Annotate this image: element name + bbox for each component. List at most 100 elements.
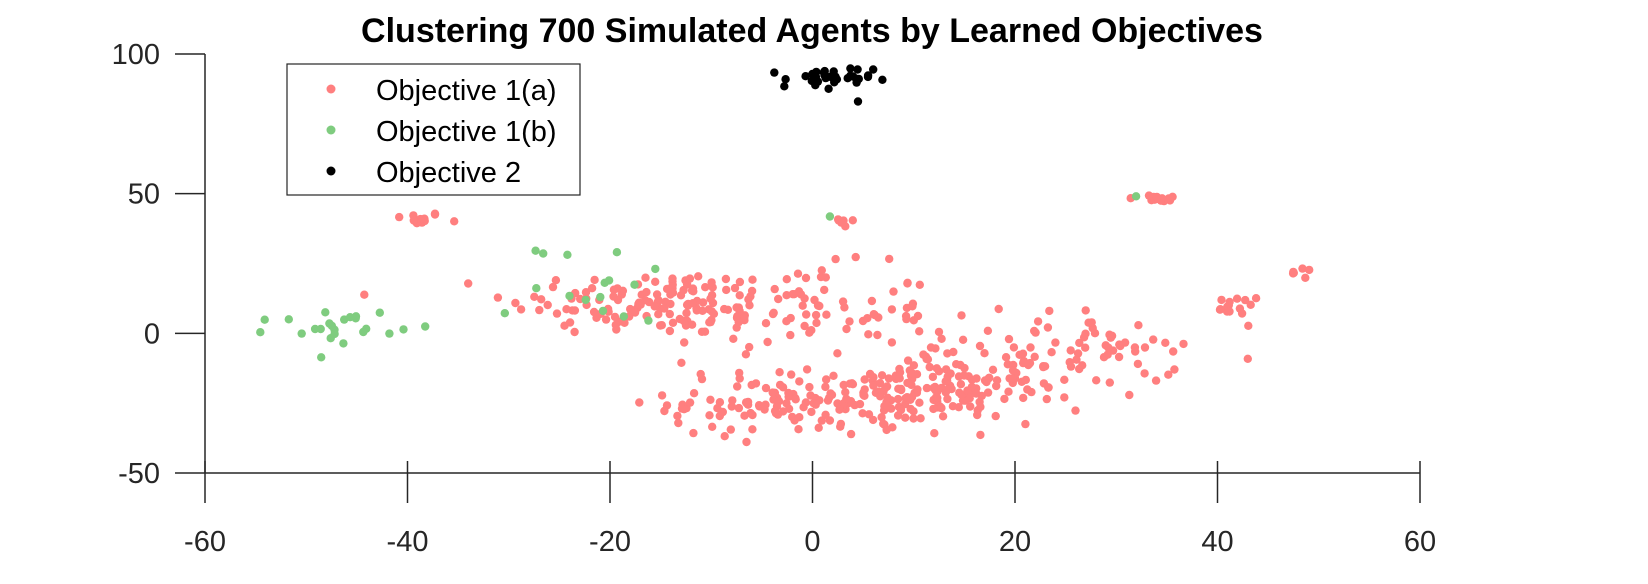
data-point xyxy=(1305,265,1314,275)
data-point xyxy=(694,272,703,281)
data-point xyxy=(1066,346,1075,355)
data-point xyxy=(1033,317,1043,326)
data-point xyxy=(1225,297,1234,307)
data-point xyxy=(666,299,675,309)
data-point xyxy=(708,422,717,431)
data-point xyxy=(761,383,771,393)
data-point xyxy=(1298,264,1307,273)
data-point xyxy=(619,312,628,321)
data-point xyxy=(913,385,922,394)
data-point xyxy=(770,68,779,77)
data-point xyxy=(954,403,963,412)
x-tick-label: -40 xyxy=(387,526,429,558)
data-point xyxy=(727,402,736,411)
x-tick-label: -20 xyxy=(589,526,631,558)
data-point xyxy=(1170,365,1179,374)
data-point xyxy=(1008,374,1017,383)
data-point xyxy=(800,321,809,331)
data-point xyxy=(795,377,804,386)
data-point xyxy=(1134,321,1143,330)
data-point xyxy=(551,276,561,285)
data-point xyxy=(1045,306,1054,316)
data-point xyxy=(902,393,912,402)
legend-marker-objective-1a xyxy=(326,84,336,94)
data-point xyxy=(539,249,548,258)
data-point xyxy=(984,373,994,383)
data-point xyxy=(907,380,916,390)
data-point xyxy=(860,385,869,394)
data-point xyxy=(310,324,320,334)
data-point xyxy=(598,306,608,316)
data-point xyxy=(980,349,989,358)
data-point xyxy=(925,362,934,372)
series-2 xyxy=(256,192,1141,362)
data-point xyxy=(610,312,620,322)
data-point xyxy=(817,416,826,425)
data-point xyxy=(852,78,861,87)
data-point xyxy=(1104,343,1113,352)
data-point xyxy=(1251,294,1261,303)
y-tick-label: 100 xyxy=(112,39,160,71)
data-point xyxy=(1164,370,1173,379)
data-point xyxy=(1289,267,1298,277)
data-point xyxy=(697,374,707,384)
data-point xyxy=(815,301,824,311)
data-point xyxy=(1232,294,1242,303)
data-point xyxy=(848,216,857,225)
data-point xyxy=(836,419,846,429)
data-point xyxy=(1023,385,1032,394)
data-point xyxy=(1000,394,1009,404)
data-point xyxy=(657,321,666,330)
data-point xyxy=(742,437,751,447)
data-point xyxy=(846,429,856,439)
data-point xyxy=(1021,375,1030,385)
data-point xyxy=(612,248,622,257)
data-point xyxy=(1179,339,1188,349)
data-point xyxy=(650,302,659,311)
data-point xyxy=(420,214,429,223)
data-point xyxy=(807,76,816,86)
data-point xyxy=(722,285,731,295)
data-point xyxy=(848,72,858,81)
data-point xyxy=(853,97,863,106)
data-point xyxy=(1216,305,1225,314)
data-point xyxy=(654,310,663,319)
data-point xyxy=(869,310,878,319)
x-tick-label: -60 xyxy=(184,526,226,558)
data-point xyxy=(759,402,769,411)
data-point xyxy=(894,384,903,393)
data-point xyxy=(975,341,985,351)
data-point xyxy=(630,280,639,289)
data-point xyxy=(1237,309,1247,318)
data-point xyxy=(327,321,337,331)
data-point xyxy=(1009,343,1019,352)
data-point xyxy=(994,304,1003,314)
data-point xyxy=(775,368,784,377)
data-point xyxy=(817,266,826,275)
data-point xyxy=(825,416,835,425)
data-point xyxy=(705,411,714,420)
data-point xyxy=(791,395,800,404)
data-point xyxy=(915,327,924,336)
data-point xyxy=(916,414,925,423)
data-point xyxy=(562,305,571,314)
data-point xyxy=(548,282,558,292)
data-point xyxy=(511,298,520,308)
data-point xyxy=(706,294,715,303)
data-point xyxy=(421,322,430,331)
data-point xyxy=(909,361,919,370)
data-point xyxy=(902,314,911,324)
data-point xyxy=(821,382,830,392)
data-point xyxy=(1079,333,1089,342)
data-point xyxy=(1071,406,1080,415)
data-point xyxy=(841,388,850,397)
data-point xyxy=(863,314,872,323)
data-point xyxy=(565,318,575,327)
legend-label-objective-2: Objective 2 xyxy=(376,157,521,189)
data-point xyxy=(677,358,686,367)
data-point xyxy=(751,379,761,388)
data-point xyxy=(1161,338,1170,347)
data-point xyxy=(770,284,779,294)
data-point xyxy=(903,279,912,288)
